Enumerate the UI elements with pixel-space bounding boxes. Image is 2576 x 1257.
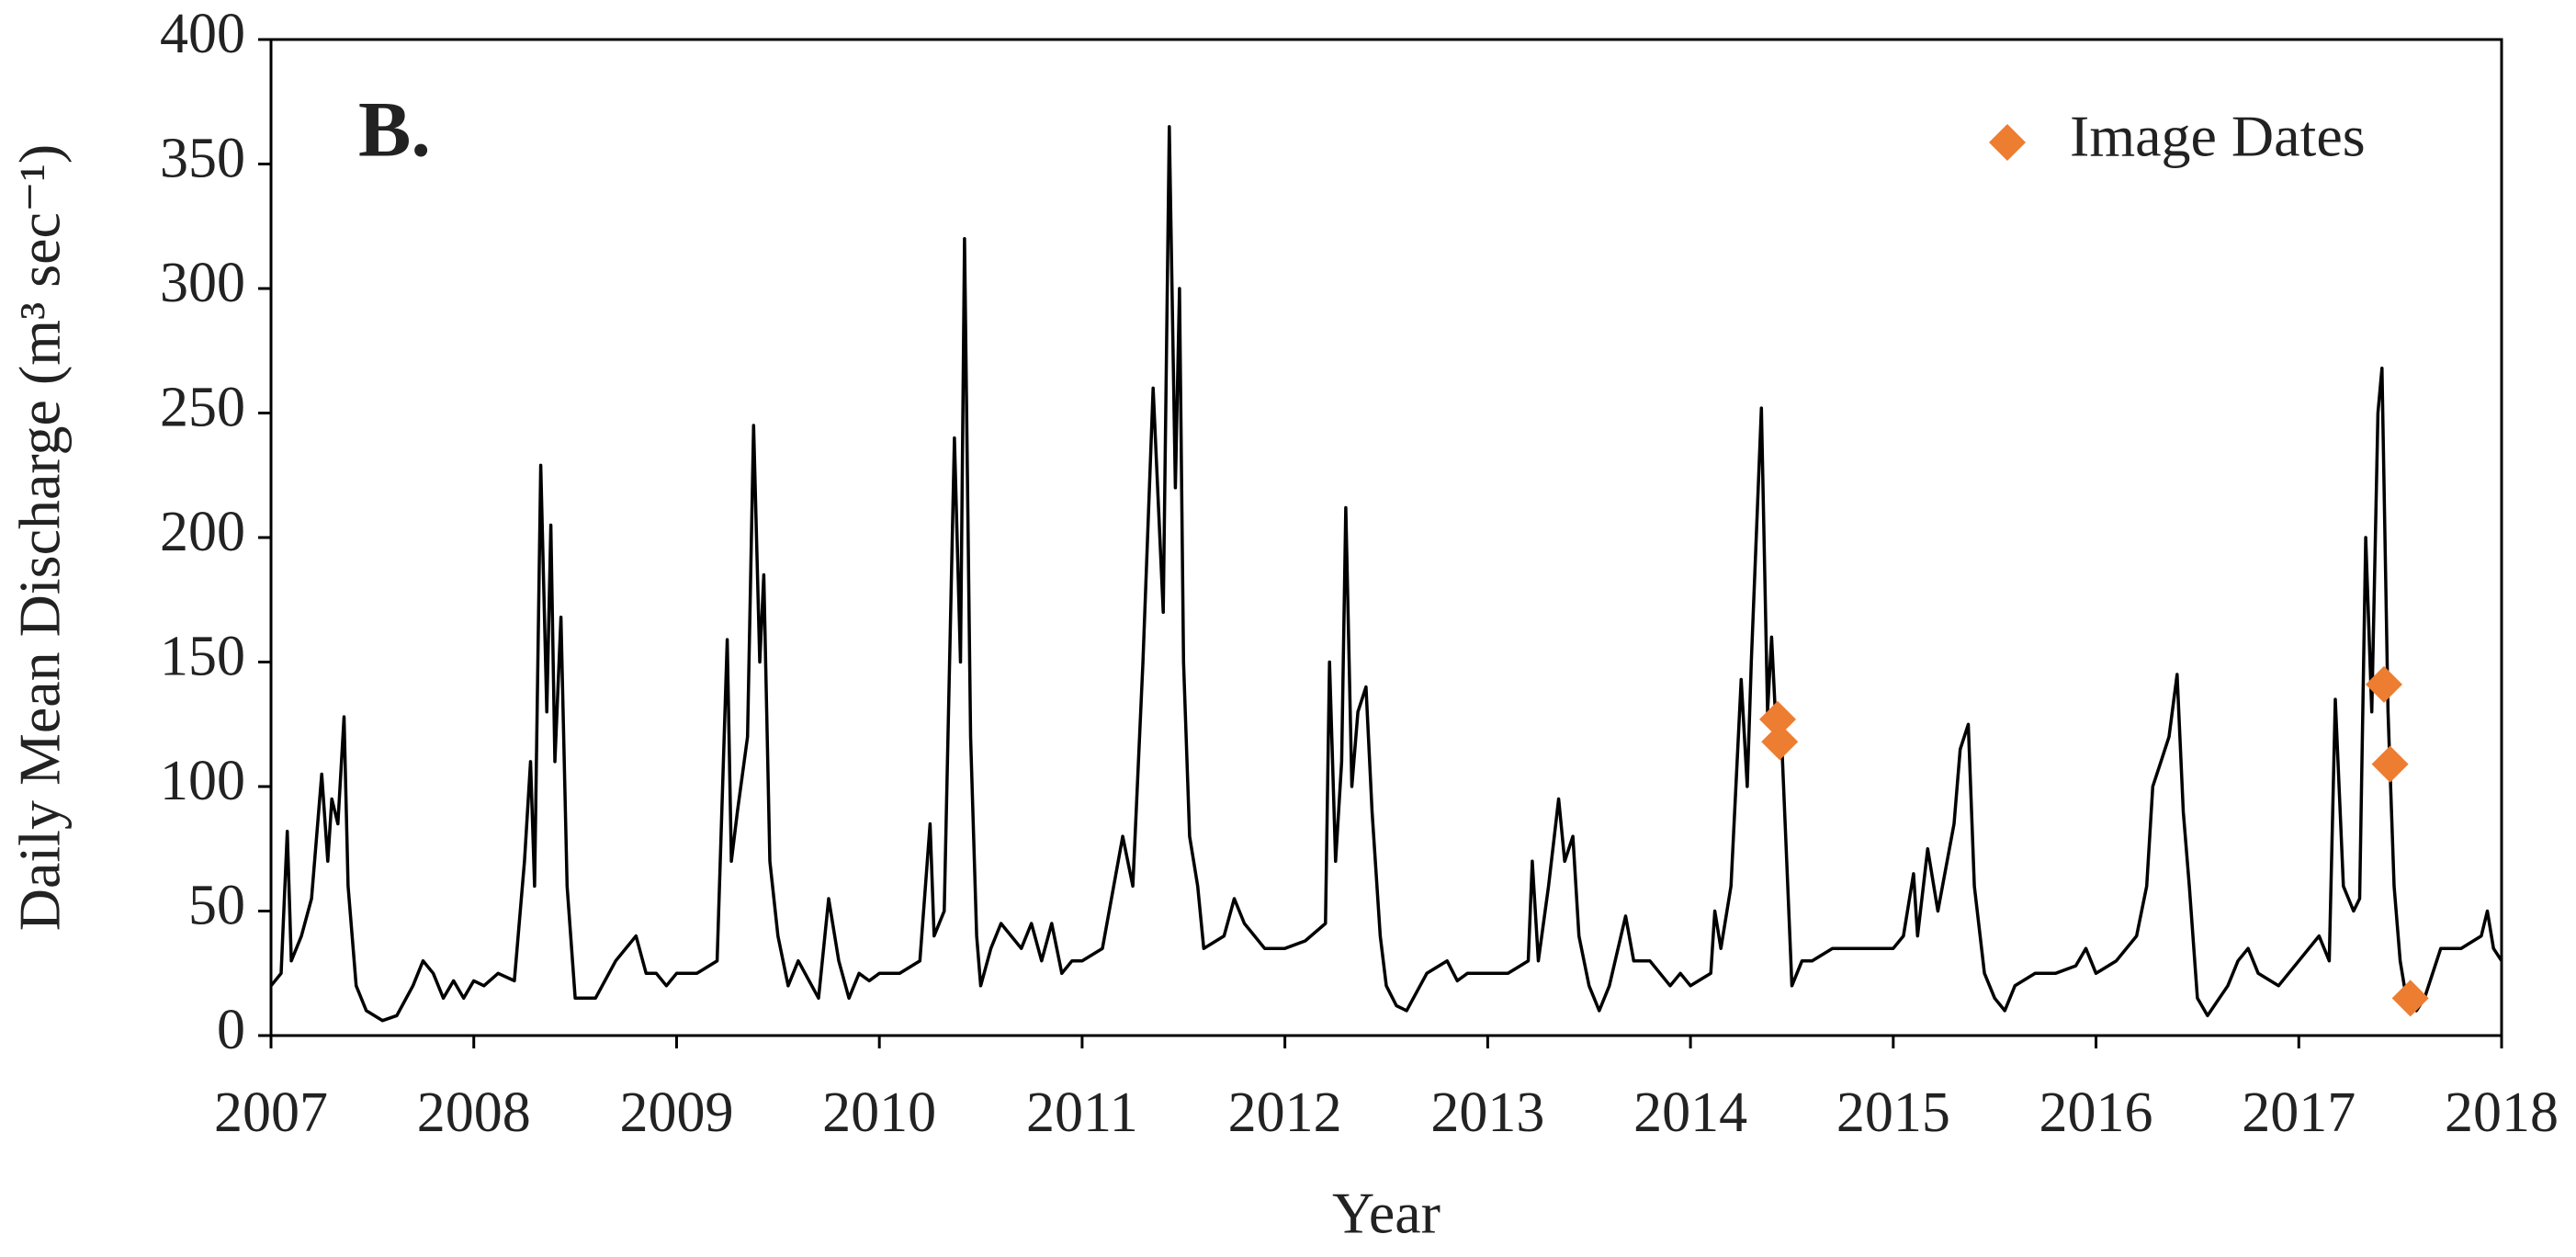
y-tick-label: 150	[160, 626, 245, 688]
plot-frame	[269, 38, 2503, 1037]
x-tick-label: 2007	[214, 1081, 328, 1144]
y-tick-label: 250	[160, 377, 245, 439]
image-date-marker	[1761, 723, 1799, 761]
x-tick-label: 2017	[2242, 1081, 2356, 1144]
panel-label: B.	[358, 85, 431, 174]
legend-label: Image Dates	[2070, 104, 2366, 169]
x-tick-label: 2008	[417, 1081, 531, 1144]
legend-marker	[1989, 124, 2026, 161]
image-date-marker	[2371, 745, 2409, 783]
y-axis-title: Daily Mean Discharge (m³ sec⁻¹)	[7, 144, 73, 931]
discharge-line	[269, 125, 2503, 1023]
y-tick-label: 200	[160, 501, 245, 563]
y-tick-label: 100	[160, 750, 245, 812]
y-tick-label: 350	[160, 128, 245, 190]
y-tick-label: 0	[217, 999, 245, 1061]
x-tick-label: 2010	[822, 1081, 936, 1144]
x-tick-label: 2018	[2445, 1081, 2559, 1144]
y-tick-label: 400	[160, 3, 245, 65]
x-tick-label: 2013	[1430, 1081, 1544, 1144]
x-tick-label: 2009	[619, 1081, 733, 1144]
x-tick-label: 2011	[1026, 1081, 1138, 1144]
image-date-marker	[2391, 980, 2429, 1017]
y-tick-label: 50	[188, 875, 245, 937]
x-axis-title: Year	[1332, 1181, 1441, 1246]
x-tick-label: 2014	[1633, 1081, 1747, 1144]
x-tick-label: 2015	[1836, 1081, 1950, 1144]
x-tick-label: 2016	[2039, 1081, 2153, 1144]
image-date-marker	[1759, 700, 1797, 738]
x-tick-label: 2012	[1228, 1081, 1342, 1144]
y-tick-label: 300	[160, 252, 245, 314]
image-date-marker	[2365, 665, 2402, 703]
